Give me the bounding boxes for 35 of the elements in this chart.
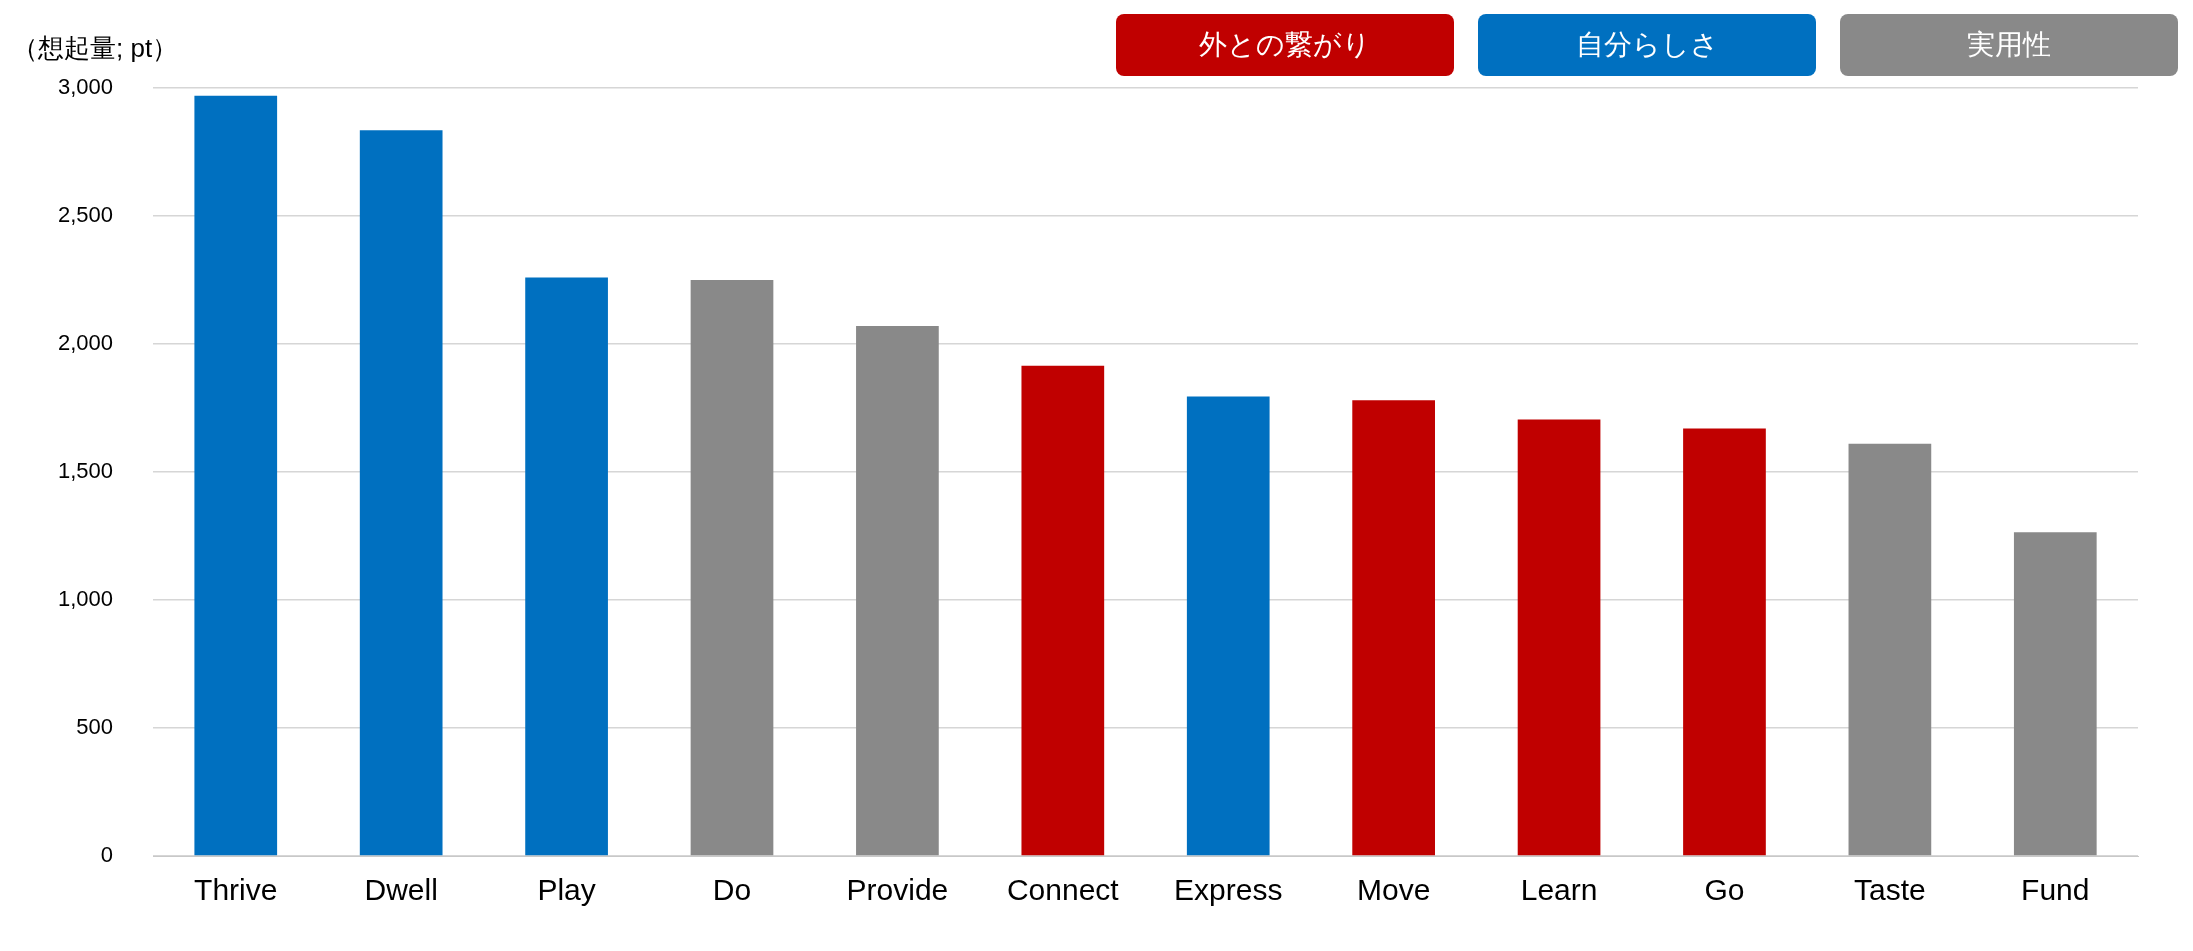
x-tick-label: Fund — [2021, 873, 2090, 907]
y-tick-label: 500 — [76, 714, 114, 740]
x-tick-label: Connect — [1006, 873, 1120, 907]
bar — [690, 280, 774, 856]
y-axis-title: （想起量; pt） — [12, 33, 179, 64]
y-tick-label: 2,000 — [57, 330, 114, 356]
x-tick-label: Go — [1704, 873, 1745, 907]
x-tick-label: Do — [712, 873, 752, 907]
bar — [359, 130, 443, 856]
text: 実用性 — [1840, 14, 2178, 76]
bar — [856, 326, 939, 856]
bar — [194, 95, 278, 856]
bar — [2013, 532, 2097, 856]
x-tick-label: Move — [1356, 873, 1431, 907]
text: 外との繋がり — [1116, 14, 1454, 76]
bar — [1352, 400, 1435, 856]
bar — [1021, 365, 1105, 856]
x-tick-label: Express — [1174, 873, 1283, 907]
x-tick-label: Thrive — [194, 873, 278, 907]
bar — [1683, 428, 1766, 856]
x-tick-label: Learn — [1520, 873, 1598, 907]
y-tick-label: 0 — [100, 842, 114, 868]
bar — [1186, 396, 1270, 856]
x-tick-label: Taste — [1854, 873, 1926, 907]
text: 自分らしさ — [1478, 14, 1816, 76]
x-tick-label: Provide — [846, 873, 949, 907]
x-tick-label: Play — [537, 873, 596, 907]
bar — [1848, 443, 1932, 856]
bar — [1517, 419, 1601, 856]
y-tick-label: 2,500 — [57, 202, 114, 228]
bar — [525, 277, 608, 856]
y-tick-label: 3,000 — [57, 74, 114, 100]
y-tick-label: 1,000 — [57, 586, 114, 612]
x-tick-label: Dwell — [364, 873, 438, 907]
y-tick-label: 1,500 — [57, 458, 114, 484]
